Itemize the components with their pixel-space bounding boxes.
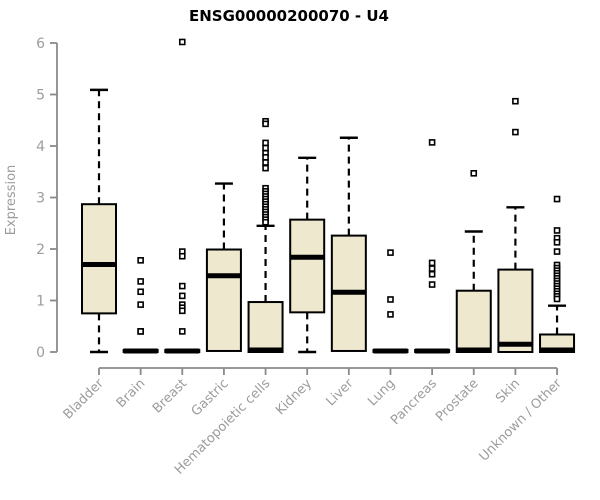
y-tick-label-4: 4 — [36, 139, 45, 155]
outlier-point — [512, 128, 519, 136]
outlier-point — [262, 144, 269, 152]
box-iqr — [455, 289, 492, 353]
outlier-point — [178, 292, 186, 300]
outlier-point — [178, 38, 186, 46]
outlier-point — [428, 139, 436, 146]
x-tick-label-brain: Brain — [114, 376, 149, 411]
y-tick-label-0: 0 — [36, 345, 45, 361]
outlier-point — [262, 154, 269, 161]
outlier-point — [428, 265, 436, 272]
outlier-point — [262, 218, 269, 226]
outlier-point — [428, 259, 436, 267]
box-iqr — [289, 218, 326, 314]
outlier-point — [553, 195, 561, 203]
x-tick-label-skin: Skin — [493, 376, 523, 406]
outlier-point — [178, 307, 186, 315]
plot-area: 0 1 2 3 4 5 6 Bladder Brain BreastGastricHematopo… — [36, 36, 576, 478]
x-tick-label-kidney: Kidney — [273, 376, 315, 418]
box-iqr — [205, 248, 242, 352]
outlier-point — [137, 301, 144, 308]
x-tick-label-liver: Liver — [324, 376, 358, 410]
y-tick-label-5: 5 — [36, 88, 45, 104]
box-iqr — [497, 268, 534, 354]
boxplot-skin — [497, 97, 534, 354]
outlier-point — [178, 282, 186, 290]
outlier-point — [137, 328, 144, 335]
outlier-point — [178, 328, 186, 335]
outlier-point — [137, 257, 144, 264]
boxplot-brain — [122, 257, 159, 354]
boxplot-lung — [372, 249, 409, 354]
outlier-point — [428, 270, 436, 278]
outlier-point — [553, 248, 561, 255]
y-tick-label-6: 6 — [36, 36, 45, 52]
outlier-point — [553, 295, 561, 303]
boxplot-breast — [164, 38, 201, 354]
box-iqr — [81, 203, 117, 315]
boxplot-hematopoietic-cells — [247, 117, 284, 354]
boxplot-gastric — [205, 182, 242, 352]
outlier-point — [262, 164, 269, 172]
outlier-point — [178, 252, 186, 260]
outlier-point — [553, 227, 561, 234]
x-tick-label-breast: Breast — [150, 376, 190, 416]
outlier-point — [387, 249, 394, 256]
x-tick-label-lung: Lung — [365, 376, 398, 409]
outlier-point — [387, 296, 394, 303]
outlier-point — [262, 120, 269, 128]
outlier-point — [137, 278, 144, 285]
x-tick-label-prostate: Prostate — [433, 376, 481, 424]
x-tick-label-bladder: Bladder — [61, 376, 108, 423]
box-iqr — [247, 301, 284, 354]
y-axis-title: Expression — [4, 165, 19, 236]
boxplot-prostate — [455, 169, 492, 353]
outlier-point — [553, 239, 561, 246]
chart-title: ENSG00000200070 - U4 — [189, 7, 389, 25]
x-tick-label-pancreas: Pancreas — [388, 376, 440, 428]
outlier-point — [262, 159, 269, 166]
outlier-point — [512, 97, 519, 105]
outlier-point — [137, 288, 144, 296]
outlier-point — [387, 311, 394, 318]
boxplot-liver — [330, 136, 367, 352]
y-axis: 0 1 2 3 4 5 6 — [36, 36, 58, 361]
outlier-point — [470, 169, 478, 177]
y-tick-label-2: 2 — [36, 242, 45, 258]
y-tick-label-1: 1 — [36, 294, 45, 310]
boxplot-pancreas — [414, 139, 451, 354]
boxplot-unknown-other — [539, 195, 576, 353]
boxplot-bladder — [81, 88, 117, 354]
y-tick-label-3: 3 — [36, 191, 45, 207]
outlier-point — [262, 139, 269, 147]
outlier-point — [428, 281, 436, 288]
boxplot-kidney — [289, 156, 326, 354]
